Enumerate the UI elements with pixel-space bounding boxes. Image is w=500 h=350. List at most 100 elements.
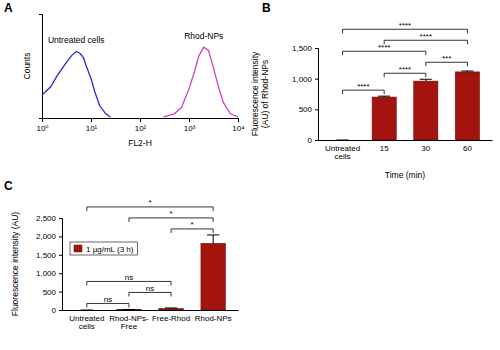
tick: Rhod-NPs-Free — [109, 314, 149, 332]
bar — [159, 309, 183, 310]
error-cap — [461, 71, 473, 72]
tick-mark — [59, 255, 62, 256]
significance-label: **** — [399, 65, 411, 74]
text-line: Fluorescence intensity — [250, 51, 260, 136]
text-line: Untreated — [69, 314, 104, 323]
significance-label: ns — [125, 273, 133, 282]
tick-label: 1,500 — [292, 44, 313, 53]
bar — [75, 310, 99, 311]
text-line: cells — [79, 322, 95, 331]
tick: 15 — [380, 144, 389, 153]
significance-label: *** — [442, 54, 451, 63]
y-axis-title: Fluorescence intensity (AU) — [10, 212, 20, 317]
significance-bracket — [129, 292, 171, 296]
error-cap — [378, 96, 390, 97]
error-bar — [123, 309, 135, 310]
tick-mark — [315, 109, 318, 110]
tick: Untreatedcells — [325, 144, 360, 162]
tick-mark — [59, 273, 62, 274]
bar — [455, 72, 479, 140]
y-axis — [39, 15, 43, 119]
tick-label: Rhod-NPs — [195, 314, 232, 323]
tick: Untreatedcells — [69, 314, 104, 332]
axis-line — [59, 219, 63, 311]
y-axis-title: Fluorescence intensity(AU) of Rhod-NPs — [250, 51, 270, 136]
tick: 10² — [135, 118, 147, 133]
series-label: Rhod-NPs — [184, 31, 223, 41]
bar — [117, 309, 141, 310]
panel: B Untreatedcells 15 30 60 0 500 1,000 1,500 Fluor… — [250, 1, 493, 180]
legend-box — [70, 242, 137, 255]
text-line: Rhod-NPs — [195, 314, 232, 323]
tick: 0 — [308, 136, 318, 145]
significance-label: * — [169, 209, 172, 218]
significance-bracket — [384, 40, 467, 44]
significance-label: ns — [146, 284, 154, 293]
y-axis: 0 500 1,000 1,500 — [292, 44, 319, 145]
significance-bracket — [87, 303, 129, 307]
tick-label: 2,500 — [36, 214, 57, 223]
tick: 500 — [299, 105, 318, 114]
x-axis: Untreatedcells 15 30 60 — [319, 141, 493, 162]
tick: 500 — [43, 288, 62, 297]
text-line: Rhod-NPs- — [109, 314, 149, 323]
text-line: (AU) of Rhod-NPs — [260, 60, 270, 129]
tick-label: Free-Rhod — [152, 314, 190, 323]
panel-title: B — [262, 1, 271, 15]
tick: 10⁰ — [36, 118, 48, 133]
tick: 1,000 — [292, 75, 318, 84]
legend: 1 µg/mL (3 h) — [70, 242, 137, 255]
tick: 10⁴ — [232, 118, 245, 133]
tick-mark — [91, 118, 92, 122]
x-axis-title: Time (min) — [385, 170, 425, 180]
tick-label: 15 — [380, 144, 389, 153]
tick-mark — [315, 140, 318, 141]
significance-label: **** — [420, 32, 432, 41]
tick-label: Rhod-NPs-Free — [109, 314, 149, 332]
x-axis: UntreatedcellsRhod-NPs-FreeFree-RhodRhod… — [63, 311, 239, 332]
bar — [372, 97, 396, 140]
axis-line — [63, 310, 239, 311]
tick: 1,500 — [292, 44, 318, 53]
tick-label: 10² — [135, 124, 147, 133]
panel: A10⁰10¹10²10³10⁴CountsUntreated cellsRho… — [4, 1, 245, 148]
error-cap — [165, 307, 177, 308]
tick-label: 10³ — [184, 124, 196, 133]
tick-mark — [315, 48, 318, 49]
histogram-line — [42, 51, 110, 117]
significance-label: ns — [104, 295, 112, 304]
error-bar — [420, 79, 432, 81]
tick-label: 1,500 — [36, 251, 57, 260]
tick-label: 60 — [463, 144, 472, 153]
tick-label: 10¹ — [86, 124, 98, 133]
tick: 1,000 — [36, 269, 62, 278]
tick: Free-Rhod — [152, 314, 190, 323]
error-bar — [378, 96, 390, 98]
tick-mark — [59, 218, 62, 219]
plot-area — [42, 47, 238, 117]
error-bar — [461, 71, 473, 73]
tick-label: 10⁴ — [232, 124, 245, 133]
error-stem — [213, 235, 214, 243]
plot-area — [81, 235, 226, 310]
significance-bracket — [171, 229, 213, 233]
tick-label: 0 — [52, 306, 57, 315]
significance-bracket — [343, 51, 426, 55]
significance-bracket — [129, 218, 213, 222]
panel: CUntreatedcellsRhod-NPs-FreeFree-RhodRho… — [4, 179, 239, 331]
tick: 60 — [463, 144, 472, 153]
chart-container: A10⁰10¹10²10³10⁴CountsUntreated cellsRho… — [0, 0, 500, 350]
error-cap — [123, 309, 135, 310]
significance-label: * — [148, 198, 151, 207]
x-axis-title: FL2-H — [128, 138, 152, 148]
text-line: Free-Rhod — [152, 314, 190, 323]
significance-bracket — [343, 29, 468, 33]
tick-mark — [189, 118, 190, 122]
text-line: Free — [121, 322, 138, 331]
panel-title: A — [4, 1, 13, 15]
error-cap — [337, 140, 349, 141]
error-bar — [165, 307, 177, 309]
significance-bracket — [426, 62, 468, 66]
bar — [201, 243, 225, 310]
text-line: 30 — [421, 144, 430, 153]
